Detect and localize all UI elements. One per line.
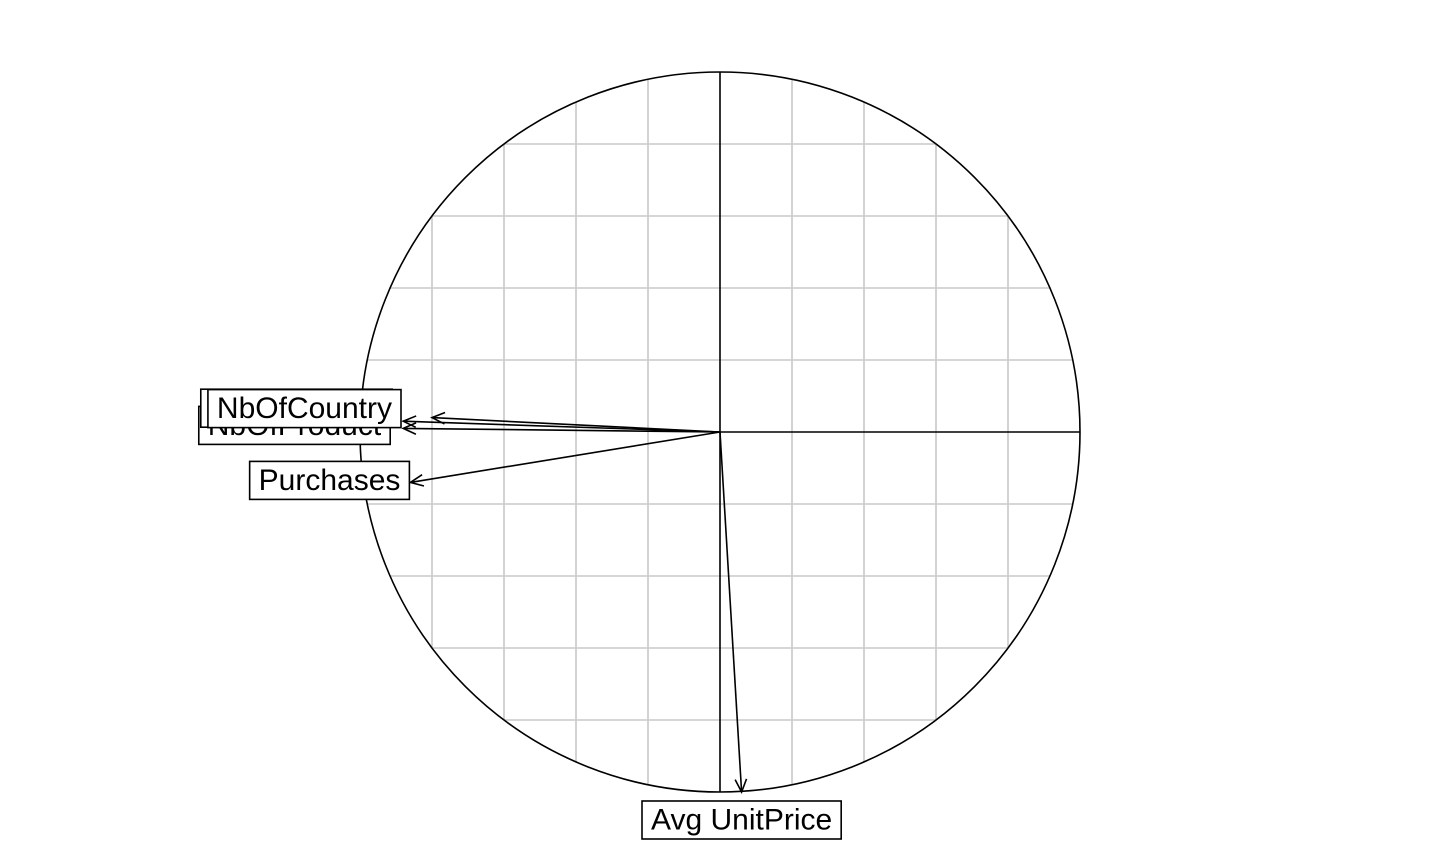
svg-text:NbOfCountry: NbOfCountry	[217, 392, 392, 425]
variable-arrow	[430, 411, 721, 433]
variable-arrow	[408, 431, 721, 487]
variable-label: NbOfCountry	[207, 388, 402, 429]
variable-labels: NbOfProductNbOfProductNbOfCountryPurchas…	[197, 388, 842, 840]
variable-arrows	[401, 411, 748, 794]
variable-label: Purchases	[248, 460, 411, 501]
variable-arrow	[719, 431, 748, 794]
svg-text:Purchases: Purchases	[259, 464, 401, 497]
variable-label: Avg UnitPrice	[641, 800, 842, 840]
variable-arrow	[401, 415, 721, 433]
svg-text:Avg UnitPrice: Avg UnitPrice	[651, 804, 832, 837]
